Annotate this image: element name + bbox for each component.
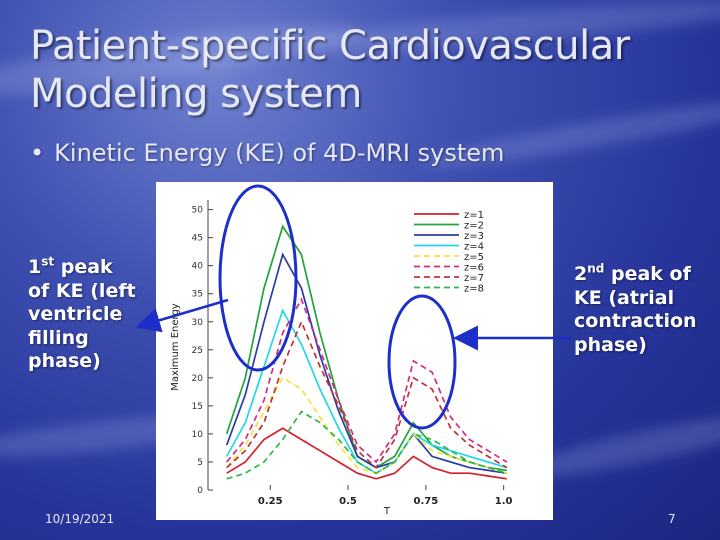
- slide-title-line-1: Patient-specific Cardiovascular: [30, 23, 630, 69]
- first-peak-note-text: peak: [60, 256, 113, 278]
- x-tick-label: 1.0: [495, 496, 513, 507]
- series-line-z7: [226, 319, 508, 469]
- y-tick-label: 20: [192, 374, 204, 384]
- first-peak-note-line: 1st peak: [28, 256, 154, 280]
- series-line-z1: [226, 427, 507, 480]
- first-peak-note-line: filling: [28, 326, 89, 349]
- first-peak-note-line: phase): [28, 350, 101, 372]
- x-tick-label: 0.75: [414, 496, 439, 507]
- legend-label: z=1: [464, 210, 484, 221]
- bullet-text: Kinetic Energy (KE) of 4D-MRI system: [54, 139, 505, 167]
- y-tick-label: 35: [192, 290, 203, 300]
- x-tick-label: 0.25: [258, 496, 283, 507]
- kinetic-energy-chart: 0 5 10 15 20 25 30 35 40 45 50 0.25 0.5 0.75 1.0 Maximu…: [156, 182, 553, 520]
- legend-label: z=8: [464, 284, 484, 295]
- slide-title: Patient-specific Cardiovascular Modeling…: [30, 22, 690, 118]
- series-line-z4: [225, 308, 508, 475]
- second-peak-ordinal: 2: [574, 263, 588, 285]
- first-peak-ordinal: 1: [28, 256, 42, 278]
- legend-label: z=6: [464, 263, 484, 274]
- legend-label: z=5: [464, 252, 484, 263]
- slide-page-number: 7: [668, 512, 676, 526]
- second-peak-note-line: 2nd peak of: [574, 263, 716, 287]
- legend-label: z=2: [464, 221, 484, 232]
- second-peak-ordinal-suffix: nd: [587, 261, 605, 276]
- y-tick-label: 15: [192, 402, 203, 412]
- series-line-z5: [226, 376, 508, 475]
- x-axis-label: T: [383, 506, 391, 517]
- y-tick-label: 25: [192, 346, 203, 356]
- second-peak-note: 2nd peak of KE (atrial contraction phase…: [574, 263, 716, 357]
- slide-date: 10/19/2021: [45, 512, 115, 526]
- first-peak-note: 1st peak of KE (left ventricle filling p…: [28, 256, 154, 374]
- legend-label: z=7: [464, 273, 484, 284]
- bullet-dot-icon: •: [30, 139, 45, 167]
- second-peak-note-line: contraction: [574, 310, 697, 332]
- second-peak-note-text: peak of: [611, 263, 691, 285]
- legend-label: z=4: [464, 242, 484, 253]
- slide-title-line-2: Modeling system: [30, 71, 362, 117]
- y-axis-label: Maximum Energy: [170, 303, 181, 391]
- first-peak-note-line: ventricle: [28, 303, 123, 325]
- legend-label: z=3: [464, 231, 484, 242]
- bullet-point: • Kinetic Energy (KE) of 4D-MRI system: [30, 138, 504, 168]
- first-peak-ordinal-suffix: st: [41, 254, 55, 269]
- y-tick-label: 50: [192, 206, 204, 216]
- y-tick-label: 40: [192, 262, 204, 272]
- second-peak-note-line: KE (atrial: [574, 286, 675, 309]
- y-tick-label: 30: [192, 318, 204, 328]
- y-tick-label: 10: [192, 430, 204, 440]
- x-tick-label: 0.5: [339, 496, 357, 507]
- first-peak-note-line: of KE (left: [28, 279, 136, 302]
- second-peak-note-line: phase): [574, 333, 647, 356]
- chart-svg: 0 5 10 15 20 25 30 35 40 45 50 0.25 0.5 0.75 1.0 Maximu…: [170, 200, 513, 517]
- y-tick-label: 0: [197, 486, 203, 496]
- series-line-z8: [226, 410, 508, 480]
- y-tick-label: 5: [197, 458, 203, 468]
- y-tick-label: 45: [192, 234, 203, 244]
